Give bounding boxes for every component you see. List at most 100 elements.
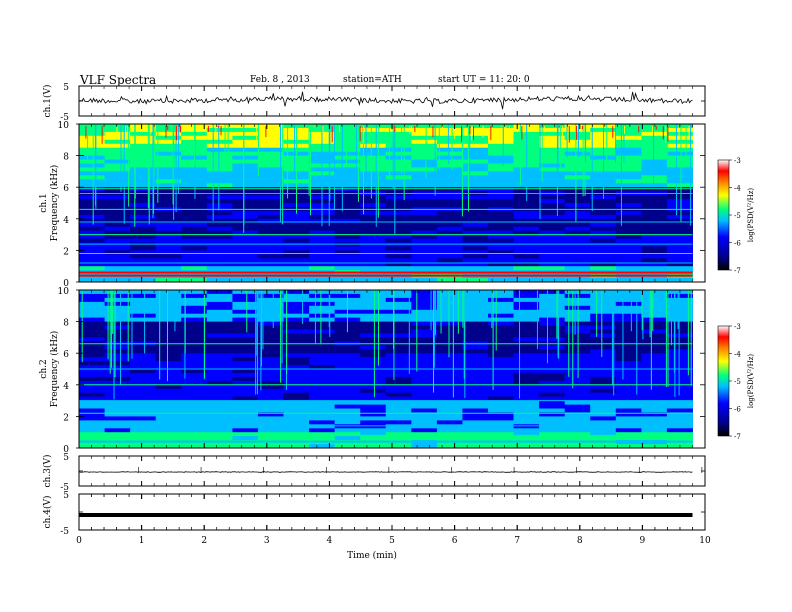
spectrogram-cell [488,365,515,370]
spectrogram-cell [666,151,693,157]
spectrogram-cell [232,408,259,413]
spectrogram-cell [462,238,489,243]
spectrogram-cell [564,380,591,386]
spectrogram-cell [462,361,489,366]
spectrogram-cell [411,384,438,390]
spectrogram-cell [666,250,693,255]
spectrogram-cell [79,416,106,421]
spectrogram-cell [411,151,438,157]
spectrogram-cell [181,420,208,425]
spectrogram-cell [488,131,515,137]
spectrogram-cell [334,135,361,141]
spectrogram-cell [360,361,387,366]
y-axis-label-channel: ch.1 [39,193,49,212]
spectrogram-cell [309,357,336,362]
spectrogram-cell [79,376,106,382]
spectrogram-cell [257,325,284,330]
spectrogram-cell [79,293,106,299]
spectrogram-cell [360,131,387,137]
spectrogram-cell [206,139,233,145]
spectrogram-cell [385,175,412,180]
spectrogram-cell [462,278,489,283]
spectrogram-cell [181,218,208,224]
spectrogram-cell [360,183,387,188]
spectrogram-cell [641,297,668,303]
spectrogram-cell [283,349,310,354]
spectrogram-cell [539,353,566,358]
spectrogram-cell [666,199,693,204]
spectrogram-cell [334,258,361,263]
spectrogram-cell [79,317,106,322]
spectrogram-cell [564,214,591,220]
spectrogram-cell [385,424,412,429]
spectrogram-cell [206,159,233,164]
spectrogram-cell [104,187,131,192]
spectrogram-cell [666,400,693,405]
spectrogram-cell [79,151,106,157]
spectrogram-cell [257,246,284,251]
spectrogram-cell [181,376,208,382]
spectrogram-cell [104,143,131,149]
spectrogram-cell [564,226,591,232]
spectrogram-cell [385,416,412,421]
spectrogram-cell [615,400,642,405]
spectrogram-cell [488,309,515,315]
spectrogram-cell [79,139,106,145]
spectrogram-cell [155,143,182,149]
spectrogram-cell [309,444,336,449]
spectrogram-cell [385,444,412,449]
spectrogram-cell [436,384,463,390]
spectrogram-cell [79,309,106,315]
spectrogram-cell [181,428,208,433]
spectrogram-cell [104,396,131,401]
spectrogram-cell [79,199,106,204]
spectrogram-cell [257,329,284,334]
spectrogram-cell [564,171,591,176]
spectrogram-cell [666,404,693,409]
spectrogram-cell [539,317,566,322]
spectrogram-cell [513,258,540,263]
spectrogram-cell [411,128,438,133]
spectrogram-cell [641,420,668,425]
spectrogram-cell [232,432,259,437]
spectrogram-cell [488,305,515,311]
spectrogram-cell [206,305,233,311]
spectrogram-cell [488,404,515,409]
spectrogram-cell [283,290,310,295]
spectrogram-cell [564,420,591,425]
spectrogram-cell [615,388,642,394]
spectrogram-cell [488,187,515,192]
spectrogram-cell [462,262,489,267]
spectrogram-cell [104,404,131,409]
spectrogram-cell [130,392,157,398]
spectrogram-cell [104,266,131,271]
spectrogram-cell [488,226,515,232]
spectrogram-cell [283,376,310,382]
spectrogram-cell [360,424,387,429]
spectrogram-cell [641,329,668,334]
spectrogram-cell [513,305,540,311]
spectrogram-cell [615,380,642,386]
spectrogram-cell [232,242,259,247]
spectrogram-cell [155,250,182,255]
spectrogram-cell [79,325,106,330]
spectrogram-cell [206,361,233,366]
spectrogram-cell [334,210,361,216]
spectrogram-cell [641,210,668,216]
spectrogram-cell [488,155,515,160]
spectrogram-cell [104,151,131,157]
spectrogram-cell [462,372,489,378]
spectrogram-cell [104,254,131,259]
x-tick-label: 1 [139,536,145,546]
spectrogram-cell [641,258,668,263]
spectrogram-cell [462,254,489,259]
colorbar-tick-label: -7 [734,267,741,275]
spectrogram-cell [666,218,693,224]
spectrogram-cell [257,432,284,437]
spectrogram-cell [615,195,642,200]
spectrogram-cell [513,290,540,295]
spectrogram-cell [79,246,106,251]
spectrogram-cell [564,135,591,141]
spectrogram-cell [206,131,233,137]
spectrogram-cell [411,203,438,208]
